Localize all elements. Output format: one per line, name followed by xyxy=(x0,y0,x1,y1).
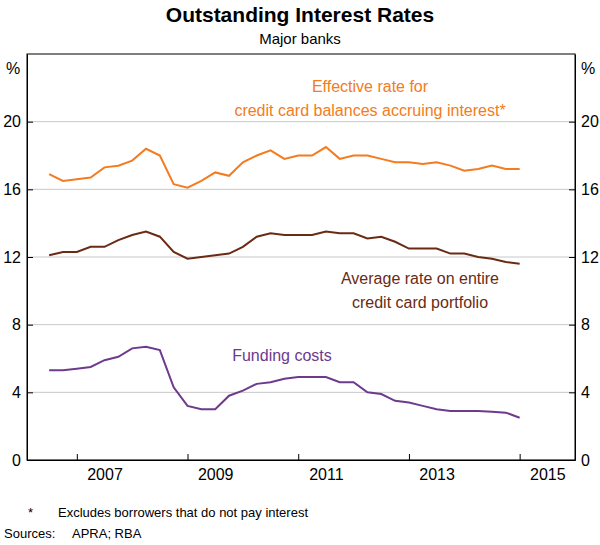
title: Outstanding Interest Rates xyxy=(166,3,434,26)
y2-tick-label: 12 xyxy=(581,249,599,266)
y-tick-mark xyxy=(27,392,33,393)
y-tick: 4 xyxy=(12,384,33,401)
x-axis: 2007 2009 2011 2013 2015 xyxy=(28,454,576,483)
y2-tick-mark xyxy=(569,257,575,258)
x-tick-label: 2007 xyxy=(87,466,123,483)
y-tick-mark xyxy=(27,325,33,326)
y2-tick: 12 xyxy=(569,249,599,266)
y2-axis-line xyxy=(575,55,576,461)
x-tick-mark xyxy=(77,454,78,460)
series-line xyxy=(49,347,520,418)
y-unit-right: % xyxy=(581,60,595,77)
y2-tick-mark xyxy=(569,392,575,393)
series-line xyxy=(49,147,520,188)
grid-line xyxy=(27,257,575,258)
y-tick-mark xyxy=(27,257,33,258)
series-label: Funding costs xyxy=(232,347,332,364)
y2-tick-mark xyxy=(569,122,575,123)
y2-tick-label: 0 xyxy=(581,452,590,469)
x-tick: 2011 xyxy=(299,454,344,483)
series-label: Average rate on entirecredit card portfo… xyxy=(341,270,499,311)
source-label: Sources: xyxy=(4,526,55,541)
grid-line xyxy=(27,392,575,393)
x-tick-mark xyxy=(188,454,189,460)
y2-tick-label: 4 xyxy=(581,384,590,401)
y-tick: 12 xyxy=(3,249,33,266)
subtitle: Major banks xyxy=(259,30,341,47)
chart: Outstanding Interest RatesMajor banks%%0… xyxy=(0,0,600,545)
x-tick: 2009 xyxy=(188,454,234,483)
series-label: Effective rate forcredit card balances a… xyxy=(234,78,505,119)
y2-tick-mark xyxy=(569,325,575,326)
plot-frame xyxy=(27,54,575,460)
x-tick-mark xyxy=(520,454,521,460)
grid-line xyxy=(27,324,575,325)
y-tick-label: 16 xyxy=(3,181,21,198)
x-tick-label: 2009 xyxy=(198,466,234,483)
x-tick: 2013 xyxy=(409,454,455,483)
x-tick-label: 2015 xyxy=(530,466,566,483)
y-tick-label: 4 xyxy=(12,384,21,401)
source-text: APRA; RBA xyxy=(72,526,142,541)
y-tick: 8 xyxy=(12,316,33,333)
y-axis-left: 0 4 8 12 16 20 xyxy=(3,55,33,469)
x-tick-label: 2013 xyxy=(419,466,455,483)
y2-tick: 16 xyxy=(569,181,599,198)
y-tick-label: 12 xyxy=(3,249,21,266)
x-tick-label: 2011 xyxy=(309,466,344,483)
y-tick: 20 xyxy=(3,113,33,130)
y2-tick-label: 20 xyxy=(581,113,599,130)
grid-line xyxy=(27,121,575,122)
y2-tick: 8 xyxy=(569,316,590,333)
y-axis-right: 0 4 8 12 16 20 xyxy=(569,55,599,469)
y-tick-mark xyxy=(27,189,33,190)
y-tick: 16 xyxy=(3,181,33,198)
grid xyxy=(27,122,575,460)
y-tick-label: 8 xyxy=(12,316,21,333)
grid-line xyxy=(27,189,575,190)
y2-tick: 4 xyxy=(569,384,590,401)
x-tick-mark xyxy=(298,454,299,460)
y-tick-mark xyxy=(27,122,33,123)
x-tick: 2015 xyxy=(520,454,566,483)
footnote-text: Excludes borrowers that do not pay inter… xyxy=(58,505,308,520)
y2-tick-label: 8 xyxy=(581,316,590,333)
y2-tick: 20 xyxy=(569,113,599,130)
y-tick-label: 20 xyxy=(3,113,21,130)
y2-tick-mark xyxy=(569,189,575,190)
x-tick-mark xyxy=(409,454,410,460)
footnote-marker: * xyxy=(28,505,33,520)
y-tick-label: 0 xyxy=(12,452,21,469)
x-axis-line xyxy=(28,460,576,461)
plot-area xyxy=(49,147,520,418)
x-tick: 2007 xyxy=(77,454,123,483)
y2-tick-label: 16 xyxy=(581,181,599,198)
y-unit-left: % xyxy=(6,60,20,77)
series-line xyxy=(49,232,520,264)
